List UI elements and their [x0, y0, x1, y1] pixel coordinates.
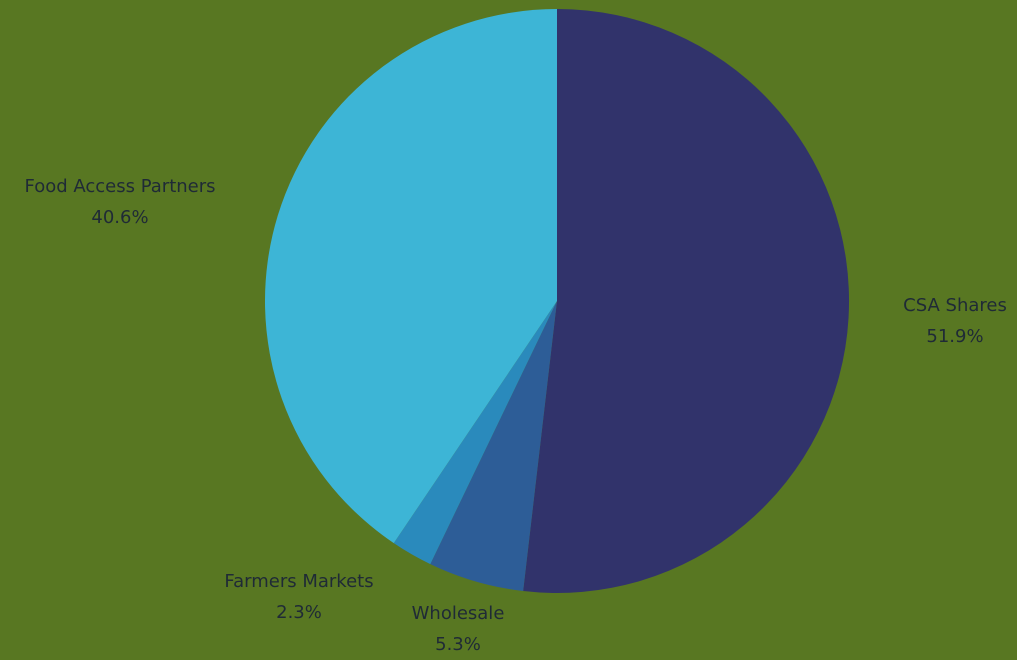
- pie-slice-food-access-partners: [264, 8, 557, 544]
- slice-label-csa-shares: CSA Shares 51.9%: [903, 290, 1007, 352]
- slice-value: 40.6%: [91, 207, 149, 228]
- slice-name: Farmers Markets: [224, 571, 374, 592]
- pie-slice-farmers-markets: [393, 301, 557, 565]
- slice-name: Food Access Partners: [24, 176, 216, 197]
- pie-slice-csa-shares: [523, 8, 850, 593]
- slice-name: CSA Shares: [903, 295, 1007, 316]
- slice-name: Wholesale: [411, 603, 505, 624]
- slice-value: 5.3%: [435, 634, 481, 655]
- slice-label-food-access-partners: Food Access Partners 40.6%: [24, 171, 215, 233]
- slice-label-farmers-markets: Farmers Markets 2.3%: [224, 566, 373, 628]
- slice-value: 51.9%: [926, 326, 984, 347]
- slice-value: 2.3%: [276, 602, 322, 623]
- slice-label-wholesale: Wholesale 5.3%: [412, 598, 505, 660]
- pie-slice-wholesale: [430, 301, 557, 592]
